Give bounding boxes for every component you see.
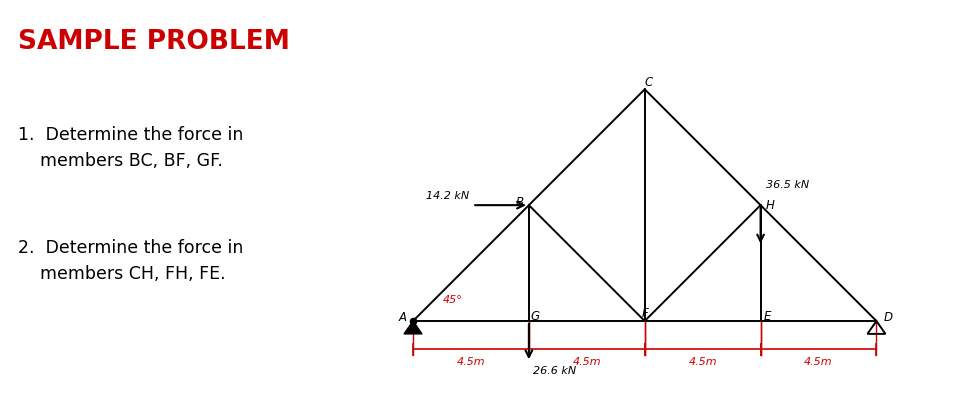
Text: G: G bbox=[531, 310, 540, 323]
Text: F: F bbox=[641, 307, 648, 320]
Text: SAMPLE PROBLEM: SAMPLE PROBLEM bbox=[18, 29, 290, 55]
Polygon shape bbox=[404, 321, 422, 334]
Text: 14.2 kN: 14.2 kN bbox=[426, 191, 469, 201]
Text: 45°: 45° bbox=[443, 295, 463, 305]
Text: 4.5m: 4.5m bbox=[572, 357, 601, 367]
Text: 4.5m: 4.5m bbox=[457, 357, 485, 367]
Text: 36.5 kN: 36.5 kN bbox=[766, 180, 809, 190]
Text: 4.5m: 4.5m bbox=[804, 357, 833, 367]
Text: A: A bbox=[398, 310, 407, 323]
Text: B: B bbox=[516, 196, 524, 209]
Text: 1.  Determine the force in
    members BC, BF, GF.: 1. Determine the force in members BC, BF… bbox=[18, 126, 244, 170]
Text: 26.6 kN: 26.6 kN bbox=[533, 366, 576, 376]
Text: C: C bbox=[644, 76, 653, 89]
Text: H: H bbox=[766, 199, 775, 212]
Text: D: D bbox=[883, 310, 893, 323]
Text: E: E bbox=[763, 310, 771, 323]
Text: 4.5m: 4.5m bbox=[688, 357, 717, 367]
Text: 2.  Determine the force in
    members CH, FH, FE.: 2. Determine the force in members CH, FH… bbox=[18, 239, 244, 283]
